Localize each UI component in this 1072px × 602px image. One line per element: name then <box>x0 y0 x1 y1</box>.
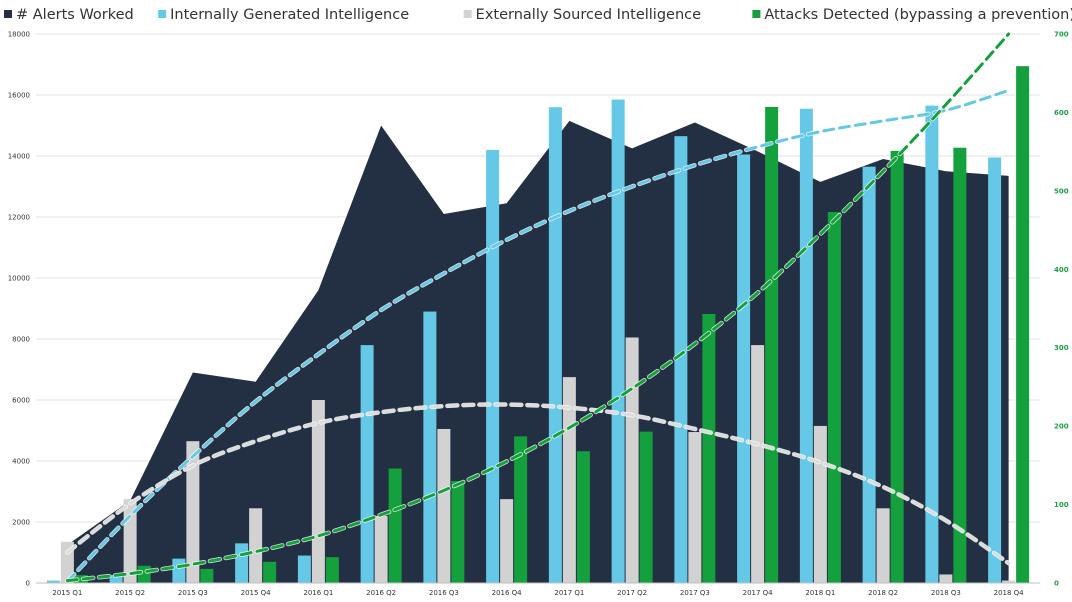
bar-externally-sourced-intelligence <box>186 441 200 583</box>
legend-label-attacks-detected-bypassing-a-prevention: Attacks Detected (bypassing a prevention… <box>764 7 1072 23</box>
legend-label-externally-sourced-intelligence: Externally Sourced Intelligence <box>476 7 701 23</box>
bar-externally-sourced-intelligence <box>500 499 514 583</box>
left-axis-tick-label: 0 <box>26 580 30 588</box>
left-axis-tick-label: 14000 <box>8 153 30 161</box>
left-axis-tick-label: 2000 <box>12 519 30 527</box>
legend: # Alerts Worked Internally Generated Inte… <box>4 7 1072 23</box>
bar-internally-generated-intelligence <box>172 558 186 583</box>
bar-internally-generated-intelligence <box>423 311 437 583</box>
bar-internally-generated-intelligence <box>235 543 249 583</box>
x-axis-tick-label: 2018 Q1 <box>805 589 835 597</box>
bar-externally-sourced-intelligence <box>1002 580 1016 583</box>
x-axis-tick-label: 2016 Q3 <box>429 589 459 597</box>
left-axis-tick-label: 16000 <box>8 92 30 100</box>
trendline-externally-sourced-intelligence <box>65 403 1011 565</box>
trendline-attacks-detected-bypassing-a-prevention <box>65 32 1011 583</box>
x-axis-tick-label: 2017 Q3 <box>680 589 710 597</box>
legend-label-internally-generated-intelligence: Internally Generated Intelligence <box>170 7 409 23</box>
trendline-internally-generated-intelligence <box>65 88 1011 583</box>
left-axis-tick-label: 4000 <box>12 458 30 466</box>
x-axis-tick-label: 2016 Q2 <box>366 589 396 597</box>
left-axis-tick-label: 18000 <box>8 31 30 39</box>
bar-internally-generated-intelligence <box>360 345 374 583</box>
legend-swatch-attacks-detected-bypassing-a-prevention <box>752 10 761 18</box>
bar-internally-generated-intelligence <box>799 108 813 583</box>
bar-attacks-detected-bypassing-a-prevention <box>1016 66 1030 584</box>
bar-externally-sourced-intelligence <box>751 345 765 583</box>
legend-swatch-externally-sourced-intelligence <box>463 10 472 18</box>
axis-layer: 0200040006000800010000120001400016000180… <box>8 31 1069 598</box>
right-axis-tick-label: 600 <box>1054 109 1069 117</box>
left-axis-tick-label: 12000 <box>8 214 30 222</box>
legend-swatch-alerts-worked <box>4 10 12 18</box>
x-axis-tick-label: 2017 Q1 <box>554 589 584 597</box>
bar-attacks-detected-bypassing-a-prevention <box>388 468 402 583</box>
bar-attacks-detected-bypassing-a-prevention <box>200 568 214 583</box>
x-axis-tick-label: 2018 Q4 <box>994 589 1025 597</box>
bar-externally-sourced-intelligence <box>625 337 639 583</box>
right-axis-tick-label: 700 <box>1054 31 1069 39</box>
bar-internally-generated-intelligence <box>548 107 562 583</box>
x-axis-tick-label: 2015 Q4 <box>241 589 272 597</box>
bar-externally-sourced-intelligence <box>876 508 890 583</box>
x-axis-tick-label: 2017 Q2 <box>617 589 647 597</box>
bar-externally-sourced-intelligence <box>374 515 388 583</box>
bar-internally-generated-intelligence <box>674 136 688 584</box>
bar-attacks-detected-bypassing-a-prevention <box>451 481 465 583</box>
right-axis-tick-label: 0 <box>1054 580 1059 588</box>
bar-internally-generated-intelligence <box>737 154 751 583</box>
bar-internally-generated-intelligence <box>611 99 625 583</box>
right-axis-tick-label: 200 <box>1054 423 1069 431</box>
bar-internally-generated-intelligence <box>486 149 500 583</box>
bar-attacks-detected-bypassing-a-prevention <box>576 451 590 583</box>
bar-attacks-detected-bypassing-a-prevention <box>514 436 528 583</box>
bar-externally-sourced-intelligence <box>688 432 702 583</box>
trendline-layer <box>65 31 1011 584</box>
legend-swatch-internally-generated-intelligence <box>158 10 167 18</box>
bar-externally-sourced-intelligence <box>813 425 827 583</box>
bar-internally-generated-intelligence <box>988 157 1002 583</box>
left-axis-tick-label: 6000 <box>12 397 30 405</box>
right-axis-tick-label: 400 <box>1054 266 1069 274</box>
bar-internally-generated-intelligence <box>46 580 60 583</box>
x-axis-tick-label: 2016 Q4 <box>492 589 523 597</box>
left-axis-tick-label: 10000 <box>8 275 30 283</box>
bar-attacks-detected-bypassing-a-prevention <box>890 150 904 583</box>
x-axis-tick-label: 2015 Q3 <box>178 589 208 597</box>
x-axis-tick-label: 2018 Q3 <box>931 589 961 597</box>
bar-attacks-detected-bypassing-a-prevention <box>263 561 277 583</box>
right-axis-tick-label: 100 <box>1054 501 1069 509</box>
left-axis-tick-label: 8000 <box>12 336 30 344</box>
x-axis-tick-label: 2017 Q4 <box>743 589 774 597</box>
bar-internally-generated-intelligence <box>109 575 123 583</box>
bar-attacks-detected-bypassing-a-prevention <box>765 106 779 583</box>
x-axis-tick-label: 2016 Q1 <box>303 589 333 597</box>
bar-attacks-detected-bypassing-a-prevention <box>325 557 339 583</box>
bar-externally-sourced-intelligence <box>437 428 451 583</box>
bar-internally-generated-intelligence <box>862 166 876 584</box>
legend-label-alerts-worked: # Alerts Worked <box>16 7 134 23</box>
bar-attacks-detected-bypassing-a-prevention <box>827 212 841 584</box>
bar-externally-sourced-intelligence <box>249 508 263 583</box>
x-axis-tick-label: 2015 Q1 <box>52 589 82 597</box>
x-axis-tick-label: 2015 Q2 <box>115 589 145 597</box>
bar-attacks-detected-bypassing-a-prevention <box>639 431 653 583</box>
x-axis-tick-label: 2018 Q2 <box>868 589 898 597</box>
bar-internally-generated-intelligence <box>297 555 311 583</box>
bar-externally-sourced-intelligence <box>939 574 953 583</box>
bar-internally-generated-intelligence <box>925 105 939 584</box>
bar-attacks-detected-bypassing-a-prevention <box>702 313 716 583</box>
right-axis-tick-label: 300 <box>1054 344 1069 352</box>
bar-attacks-detected-bypassing-a-prevention <box>953 147 967 583</box>
bar-series-layer <box>46 66 1030 584</box>
right-axis-tick-label: 500 <box>1054 187 1069 195</box>
bar-externally-sourced-intelligence <box>311 400 325 583</box>
